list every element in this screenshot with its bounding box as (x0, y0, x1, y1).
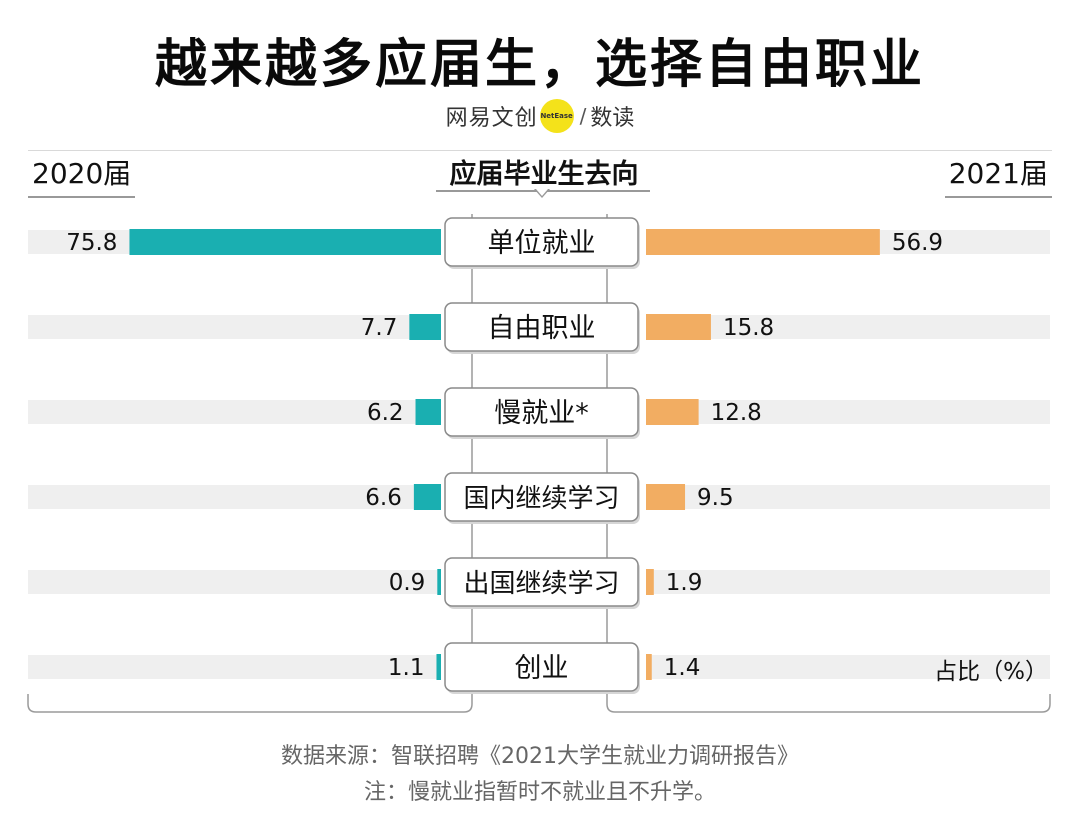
bar-2020 (415, 399, 441, 425)
bar-2020 (436, 654, 441, 680)
bar-2020 (129, 229, 441, 255)
track-right (646, 570, 1050, 594)
track-left (28, 655, 441, 679)
source-note: 数据来源：智联招聘《2021大学生就业力调研报告》 (281, 744, 799, 769)
brand-name: 网易文创 (445, 106, 538, 131)
track-left (28, 485, 441, 509)
bar-2020 (437, 569, 441, 595)
bar-2021 (646, 399, 699, 425)
category-label: 慢就业* (494, 398, 589, 429)
track-right (646, 315, 1050, 339)
bar-2020 (413, 484, 441, 510)
bar-2021 (646, 229, 880, 255)
caret-inner (536, 189, 548, 196)
value-label-2021: 1.9 (666, 570, 703, 596)
bar-2021 (646, 569, 654, 595)
category-label: 创业 (515, 653, 569, 684)
value-label-2020: 75.8 (66, 230, 117, 256)
value-label-2021: 1.4 (664, 655, 701, 681)
value-label-2021: 12.8 (711, 400, 762, 426)
category-label: 国内继续学习 (463, 484, 619, 514)
brand-logo: 网易文创 NetEase / 数读 (0, 96, 1080, 136)
value-label-2020: 1.1 (388, 655, 425, 681)
category-label: 出国继续学习 (463, 569, 619, 599)
bar-2020 (409, 314, 441, 340)
right-year-label: 2021届 (944, 152, 1052, 198)
brand-sub: 数读 (590, 106, 635, 131)
value-label-2021: 56.9 (892, 230, 943, 256)
value-label-2020: 0.9 (389, 570, 426, 596)
left-bracket (27, 214, 473, 713)
track-left (28, 400, 441, 424)
category-label: 单位就业 (488, 228, 596, 259)
track-right (646, 485, 1050, 509)
bar-2021 (646, 654, 652, 680)
bar-2021 (646, 484, 686, 510)
right-bracket (606, 214, 1051, 713)
bar-2021 (646, 314, 711, 340)
value-label-2021: 15.8 (723, 315, 774, 341)
center-header: 应届毕业生去向 (449, 159, 639, 190)
track-right (646, 655, 1050, 679)
unit-label: 占比（%） (934, 659, 1048, 685)
left-year-label: 2020届 (28, 152, 136, 198)
category-box (444, 642, 639, 692)
value-label-2020: 6.2 (367, 400, 404, 426)
value-label-2021: 9.5 (697, 485, 734, 511)
category-box (444, 557, 639, 607)
value-label-2020: 6.6 (365, 485, 402, 511)
category-box (444, 387, 639, 437)
track-right (646, 400, 1050, 424)
footnote: 注：慢就业指暂时不就业且不升学。 (363, 780, 716, 805)
value-label-2020: 7.7 (361, 315, 398, 341)
category-box (444, 472, 639, 522)
chart-title: 越来越多应届生，选择自由职业 (154, 35, 925, 95)
brand-badge-icon: NetEase (539, 99, 574, 133)
category-label: 自由职业 (488, 313, 596, 344)
category-box (444, 217, 639, 267)
brand-slash: / (579, 104, 587, 128)
header-divider (28, 150, 1052, 151)
track-left (28, 315, 441, 339)
track-left (28, 570, 441, 594)
category-box (444, 302, 639, 352)
